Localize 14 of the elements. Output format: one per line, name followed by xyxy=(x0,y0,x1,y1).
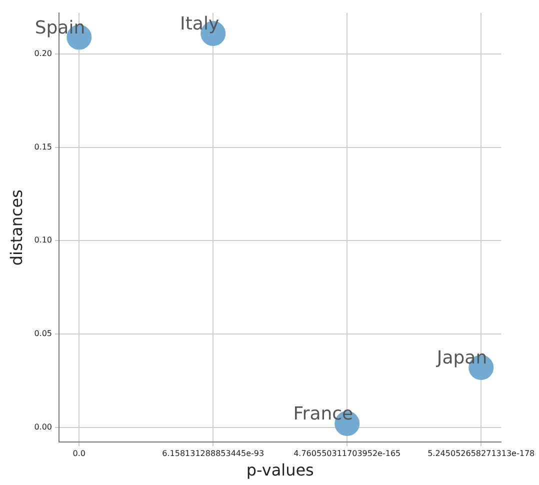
annotation: Japan xyxy=(436,348,488,369)
x-tick-label: 4.760550311703952e-165 xyxy=(294,449,401,458)
y-tick-label: 0.20 xyxy=(34,49,52,58)
y-tick-label: 0.00 xyxy=(34,422,52,432)
x-tick-label: 0.0 xyxy=(72,449,86,458)
x-tick-label: 5.245052658271313e-178 xyxy=(428,449,535,458)
annotation: France xyxy=(293,404,354,425)
y-tick-label: 0.15 xyxy=(34,142,52,152)
y-axis-title: distances xyxy=(6,190,26,266)
annotation: Italy xyxy=(180,14,220,35)
y-tick-label: 0.10 xyxy=(34,236,52,245)
x-axis-title: p-values xyxy=(246,460,314,480)
y-tick-label: 0.05 xyxy=(34,329,52,338)
x-tick-label: 6.158131288853445e-93 xyxy=(162,449,264,458)
